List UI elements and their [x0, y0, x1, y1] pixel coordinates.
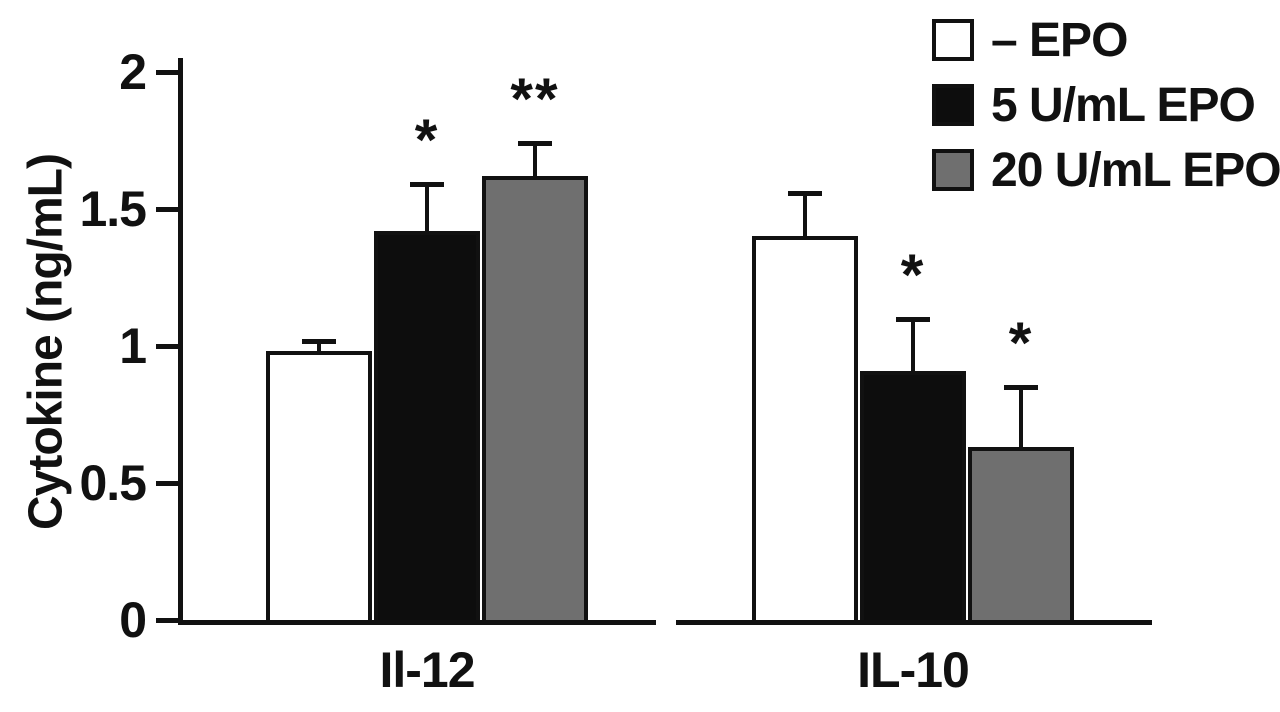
legend-swatch-icon: [932, 149, 974, 191]
bar: [752, 236, 858, 624]
error-bar-cap: [788, 190, 822, 196]
x-category-label: IL-10: [857, 642, 970, 698]
legend-label: – EPO: [991, 13, 1128, 67]
legend-swatch-icon: [932, 84, 974, 126]
y-tick-mark: [156, 207, 178, 212]
y-axis-line: [178, 58, 183, 625]
bar: [266, 351, 372, 624]
error-bar-line: [425, 184, 429, 231]
error-bar-cap: [896, 316, 930, 322]
y-tick-mark: [156, 481, 178, 486]
significance-star: **: [510, 67, 560, 133]
bar: [860, 370, 966, 624]
error-bar-cap: [410, 182, 444, 188]
error-bar-line: [911, 318, 915, 371]
legend-swatch-icon: [932, 19, 974, 61]
y-tick-label: 2: [119, 44, 147, 100]
bar: [482, 176, 588, 624]
y-tick-label: 1: [119, 318, 147, 374]
error-bar-cap: [1004, 385, 1038, 391]
error-bar-line: [317, 340, 321, 352]
error-bar-line: [803, 192, 807, 237]
y-tick-label: 1.5: [79, 181, 147, 237]
significance-star: *: [414, 108, 440, 174]
bar: [968, 447, 1074, 624]
significance-star: *: [1008, 311, 1034, 377]
legend: – EPO 5 U/mL EPO 20 U/mL EPO: [932, 13, 1280, 197]
bar: [374, 230, 480, 624]
legend-item: – EPO: [932, 13, 1280, 67]
error-bar-line: [1019, 387, 1023, 448]
legend-item: 20 U/mL EPO: [932, 143, 1280, 197]
legend-item: 5 U/mL EPO: [932, 78, 1280, 132]
error-bar-cap: [518, 141, 552, 147]
x-category-label: Il-12: [379, 642, 475, 698]
y-tick-mark: [156, 70, 178, 75]
legend-label: 20 U/mL EPO: [991, 143, 1280, 197]
y-tick-label: 0.5: [79, 455, 147, 511]
y-tick-mark: [156, 344, 178, 349]
error-bar-line: [533, 143, 537, 177]
significance-star: *: [900, 242, 926, 308]
y-tick-label: 0: [119, 592, 147, 648]
error-bar-cap: [302, 338, 336, 344]
legend-label: 5 U/mL EPO: [991, 78, 1256, 132]
y-tick-mark: [156, 618, 178, 623]
